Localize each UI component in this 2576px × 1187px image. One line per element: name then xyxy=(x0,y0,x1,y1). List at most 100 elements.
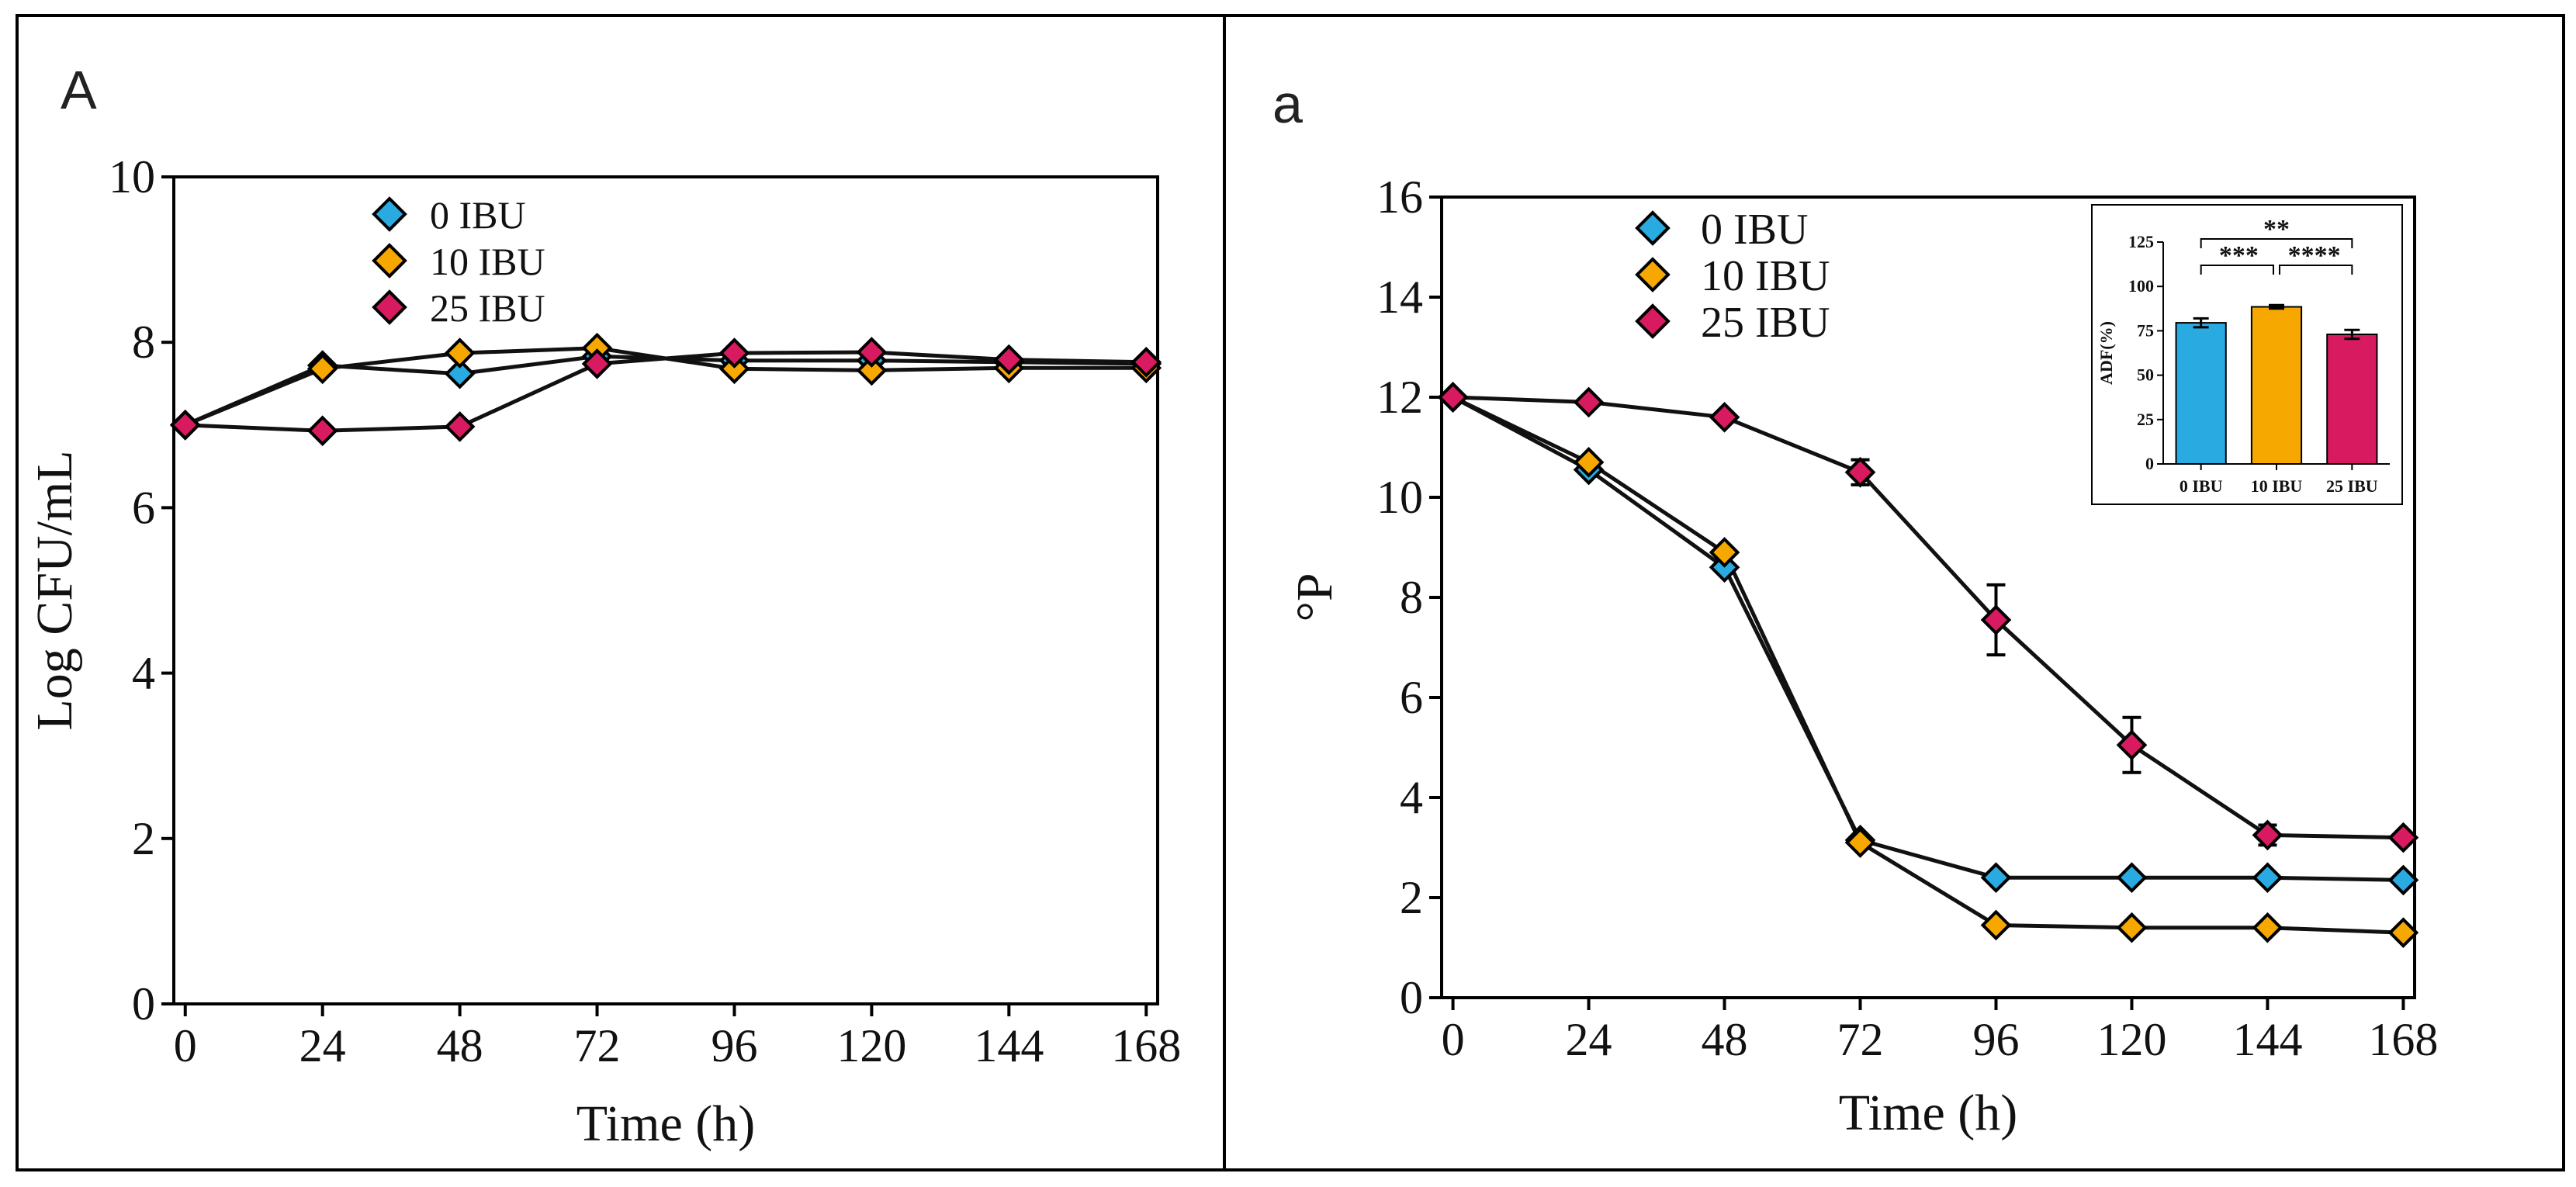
left-plot-frame xyxy=(172,175,1159,1005)
left-series-lines xyxy=(184,346,1147,433)
right-y-axis-title: °P xyxy=(1286,573,1343,621)
right-xtick-label-0: 0 xyxy=(1442,1014,1465,1065)
right-error-bars xyxy=(1851,458,2277,847)
left-legend-marker-2 xyxy=(372,289,407,325)
left-xtick-label-0: 0 xyxy=(174,1020,197,1071)
right-series-line-1 xyxy=(1452,395,2404,935)
right-legend-item-1: 10 IBU xyxy=(1635,252,1830,300)
inset-ytick-label-4: 100 xyxy=(2128,276,2154,296)
inset-y-axis: 0 25 50 75 100 125 xyxy=(2128,232,2163,473)
right-legend-marker-0 xyxy=(1635,210,1671,246)
left-legend-label-0: 0 IBU xyxy=(430,193,526,237)
inset-significance-label-0: ** xyxy=(2263,215,2290,244)
right-legend: 0 IBU 10 IBU 25 IBU xyxy=(1635,206,1830,347)
left-ytick-label-2: 4 xyxy=(132,648,155,699)
inset-bars: 0 IBU 10 IBU 25 IBU xyxy=(2175,303,2378,496)
left-ytick-label-4: 8 xyxy=(132,317,155,368)
right-legend-item-2: 25 IBU xyxy=(1635,299,1830,347)
right-xtick-label-1: 24 xyxy=(1566,1014,1612,1065)
right-legend-label-0: 0 IBU xyxy=(1701,206,1808,254)
left-legend-marker-1 xyxy=(372,243,407,279)
inset-error-bar-2 xyxy=(2344,328,2360,341)
right-series-markers xyxy=(1437,382,2419,948)
left-ytick-label-5: 10 xyxy=(109,151,155,202)
right-legend-marker-2 xyxy=(1635,303,1671,339)
inset-bar-2 xyxy=(2326,333,2378,465)
left-legend-label-1: 10 IBU xyxy=(430,240,545,283)
inset-xtick-label-1: 10 IBU xyxy=(2251,476,2303,496)
left-point-1-1 xyxy=(306,353,338,385)
right-point-0-5 xyxy=(2116,862,2148,894)
left-point-2-1 xyxy=(306,415,338,447)
right-legend-label-1: 10 IBU xyxy=(1701,252,1830,300)
inset-ytick-label-5: 125 xyxy=(2128,232,2154,251)
right-point-0-6 xyxy=(2252,862,2283,894)
left-xtick-label-5: 120 xyxy=(836,1020,906,1071)
left-xtick-label-6: 144 xyxy=(974,1020,1044,1071)
left-xtick-label-1: 24 xyxy=(299,1020,346,1071)
left-point-2-6 xyxy=(993,344,1025,375)
right-x-axis-title: Time (h) xyxy=(1839,1085,2017,1141)
left-legend: 0 IBU 10 IBU 25 IBU xyxy=(372,193,545,330)
right-point-2-3 xyxy=(1844,456,1876,488)
inset-xtick-label-0: 0 IBU xyxy=(2180,476,2223,496)
left-y-axis-title: Log CFU/mL xyxy=(26,450,83,730)
right-point-0-4 xyxy=(1980,862,2012,894)
right-series-line-0 xyxy=(1452,395,2404,882)
left-ytick-label-1: 2 xyxy=(132,813,155,864)
inset-error-bar-0 xyxy=(2193,317,2209,329)
right-xtick-label-2: 48 xyxy=(1702,1014,1748,1065)
right-point-0-7 xyxy=(2387,864,2419,896)
left-point-1-4 xyxy=(718,353,750,385)
left-xtick-label-3: 72 xyxy=(574,1020,621,1071)
right-point-2-2 xyxy=(1709,401,1740,433)
left-legend-item-1: 10 IBU xyxy=(372,240,545,283)
right-point-1-7 xyxy=(2387,917,2419,948)
right-legend-marker-1 xyxy=(1635,257,1671,292)
right-point-2-1 xyxy=(1573,386,1605,418)
right-ytick-label-5: 10 xyxy=(1376,472,1423,523)
right-point-1-3 xyxy=(1844,827,1876,858)
right-xtick-label-5: 120 xyxy=(2096,1014,2166,1065)
left-legend-marker-0 xyxy=(372,196,407,232)
right-xtick-label-7: 168 xyxy=(2368,1014,2438,1065)
right-point-1-6 xyxy=(2252,912,2283,943)
inset-y-axis-title: ADF(%) xyxy=(2096,321,2116,385)
right-xtick-label-3: 72 xyxy=(1837,1014,1884,1065)
left-point-2-4 xyxy=(718,337,750,369)
left-point-2-3 xyxy=(581,348,613,379)
right-series-line-2 xyxy=(1452,395,2404,840)
inset-error-bar-1 xyxy=(2269,303,2284,310)
left-x-axis: 0 24 48 72 96 120 144 168 xyxy=(174,1004,1181,1071)
right-legend-label-2: 25 IBU xyxy=(1701,299,1830,347)
left-legend-item-2: 25 IBU xyxy=(372,286,545,330)
left-point-1-5 xyxy=(856,355,888,386)
right-point-2-0 xyxy=(1437,382,1469,413)
right-ytick-label-1: 2 xyxy=(1400,872,1423,923)
right-point-2-6 xyxy=(2252,819,2283,851)
inset-xtick-label-2: 25 IBU xyxy=(2326,476,2378,496)
right-y-axis: 0 2 4 6 8 10 12 14 16 xyxy=(1376,171,1442,1023)
outer-frame xyxy=(16,14,2565,1171)
right-ytick-label-7: 14 xyxy=(1376,272,1423,323)
right-point-1-5 xyxy=(2116,912,2148,943)
left-point-2-5 xyxy=(856,337,888,368)
inset-significance-0: ** xyxy=(2200,215,2353,248)
left-point-2-2 xyxy=(444,411,476,442)
inset-ytick-label-2: 50 xyxy=(2137,365,2154,385)
inset-significance-1: *** xyxy=(2200,241,2274,275)
right-series-lines xyxy=(1452,395,2404,935)
inset-significance-label-1: *** xyxy=(2219,241,2259,270)
left-point-2-0 xyxy=(169,409,201,441)
right-point-1-1 xyxy=(1573,447,1605,478)
right-x-axis: 0 24 48 72 96 120 144 168 xyxy=(1442,998,2438,1065)
left-point-1-2 xyxy=(444,337,476,369)
left-xtick-label-4: 96 xyxy=(711,1020,757,1071)
right-point-2-7 xyxy=(2387,822,2419,853)
right-ytick-label-4: 8 xyxy=(1400,572,1423,623)
right-ytick-label-2: 4 xyxy=(1400,772,1423,823)
left-legend-label-2: 25 IBU xyxy=(430,286,545,330)
